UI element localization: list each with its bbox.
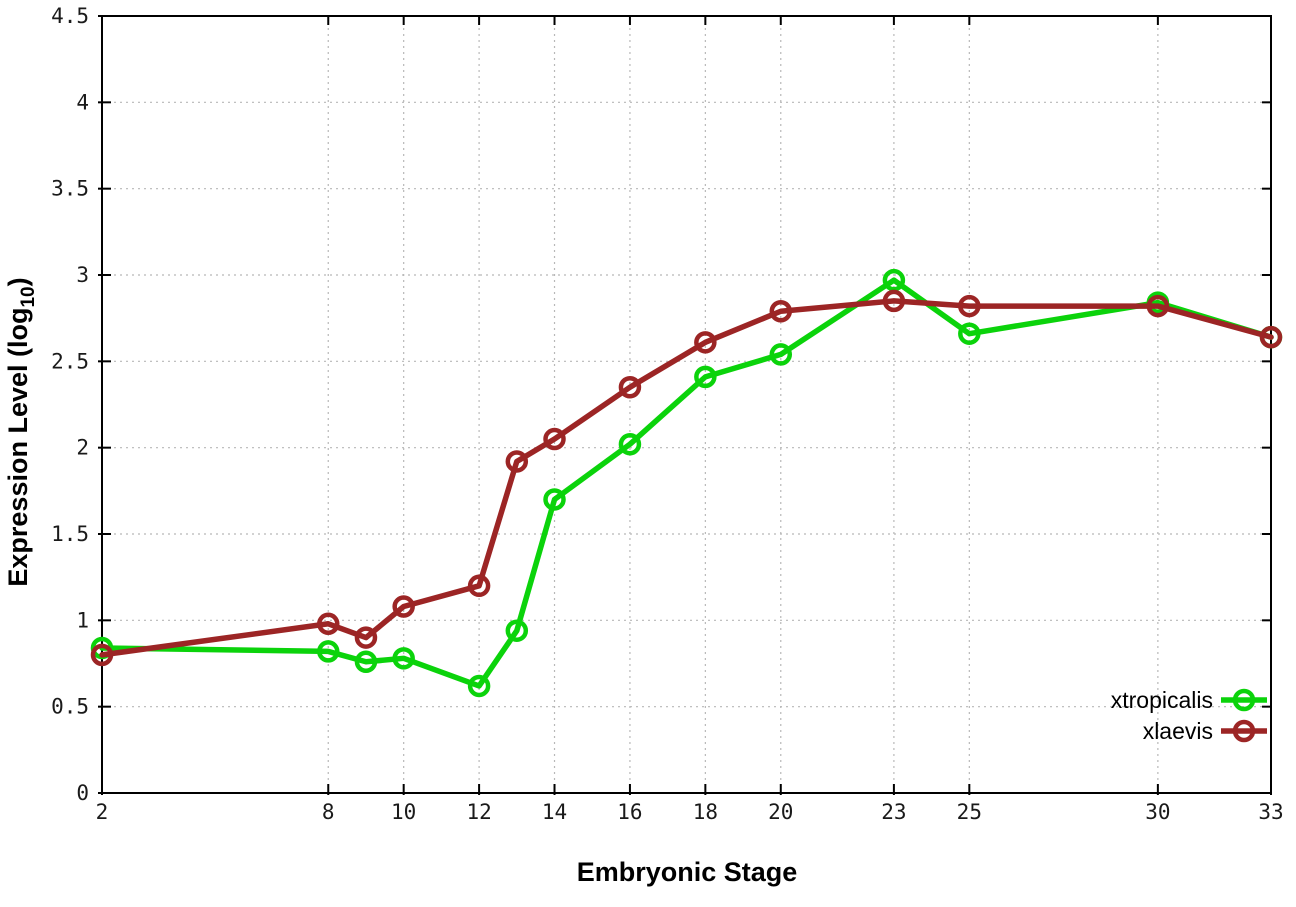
y-tick-label: 1.5 — [51, 522, 89, 546]
x-tick-label: 10 — [391, 800, 416, 824]
x-tick-label: 16 — [617, 800, 642, 824]
series-group — [90, 268, 1283, 698]
y-axis-title-main: Expression Level (log — [3, 308, 33, 587]
y-axis-title-subscript: 10 — [18, 286, 39, 307]
legend: xtropicalis xlaevis — [1111, 687, 1267, 744]
series-point-xtropicalis — [694, 365, 717, 389]
x-tick-label: 23 — [881, 800, 906, 824]
x-tick-label: 25 — [957, 800, 982, 824]
legend-marker-xtropicalis — [1232, 688, 1256, 712]
y-tick-labels: 0 0.5 1 1.5 2 2.5 3 3.5 4 4.5 — [51, 4, 89, 805]
series-point-xtropicalis — [317, 640, 340, 663]
y-tick-label: 2.5 — [51, 349, 89, 373]
series-point-xlaevis — [543, 427, 566, 451]
series-point-xlaevis — [1146, 294, 1170, 318]
series-point-xlaevis — [90, 643, 114, 667]
x-tick-label: 33 — [1258, 800, 1283, 824]
x-tick-label: 18 — [693, 800, 718, 824]
x-tick-label: 12 — [466, 800, 491, 824]
x-tick-label: 2 — [96, 800, 109, 824]
legend-marker-xlaevis — [1232, 719, 1256, 743]
series-point-xtropicalis — [958, 322, 981, 345]
series-point-xtropicalis — [354, 650, 378, 674]
series-point-xtropicalis — [467, 674, 491, 698]
x-axis-title: Embryonic Stage — [577, 857, 798, 887]
y-tick-label: 3.5 — [51, 177, 89, 201]
series-point-xlaevis — [958, 294, 981, 318]
series-point-xlaevis — [769, 300, 793, 323]
y-tick-label: 0 — [76, 781, 89, 805]
x-tick-label: 14 — [542, 800, 567, 824]
series-point-xlaevis — [882, 289, 906, 313]
x-tick-label: 30 — [1145, 800, 1170, 824]
series-point-xlaevis — [317, 612, 340, 636]
y-tick-label: 0.5 — [51, 695, 89, 719]
series-point-xlaevis — [1259, 325, 1283, 349]
y-tick-label: 3 — [76, 263, 89, 287]
series-point-xlaevis — [618, 375, 642, 399]
series-point-xlaevis — [505, 450, 529, 473]
series-point-xtropicalis — [543, 488, 566, 511]
x-tick-labels: 2 8 10 12 14 16 18 20 23 25 30 33 — [96, 800, 1284, 824]
x-tick-label: 8 — [322, 800, 335, 824]
legend-label-xtropicalis: xtropicalis — [1111, 687, 1213, 713]
y-tick-label: 1 — [76, 608, 89, 632]
series-line-xlaevis — [99, 298, 1274, 658]
series-line-xtropicalis — [99, 277, 1274, 689]
series-point-xtropicalis — [769, 343, 793, 366]
y-axis-title: Expression Level (log10) — [3, 277, 39, 586]
y-axis-title-close: ) — [3, 277, 33, 286]
y-tick-label: 4.5 — [51, 4, 89, 28]
x-tick-label: 20 — [768, 800, 793, 824]
series-point-xlaevis — [392, 595, 415, 618]
y-tick-label: 2 — [76, 436, 89, 460]
gridlines — [101, 15, 1272, 793]
series-point-xtropicalis — [618, 432, 642, 456]
series-point-xtropicalis — [505, 619, 529, 642]
series-point-xlaevis — [354, 626, 378, 649]
series-point-xtropicalis — [392, 647, 415, 670]
legend-label-xlaevis: xlaevis — [1143, 718, 1213, 744]
plot-border — [101, 15, 1272, 794]
series-point-xtropicalis — [882, 268, 906, 292]
axis-ticks — [98, 15, 1272, 795]
y-tick-label: 4 — [76, 90, 89, 114]
series-point-xlaevis — [694, 331, 717, 354]
series-point-xlaevis — [467, 574, 491, 598]
